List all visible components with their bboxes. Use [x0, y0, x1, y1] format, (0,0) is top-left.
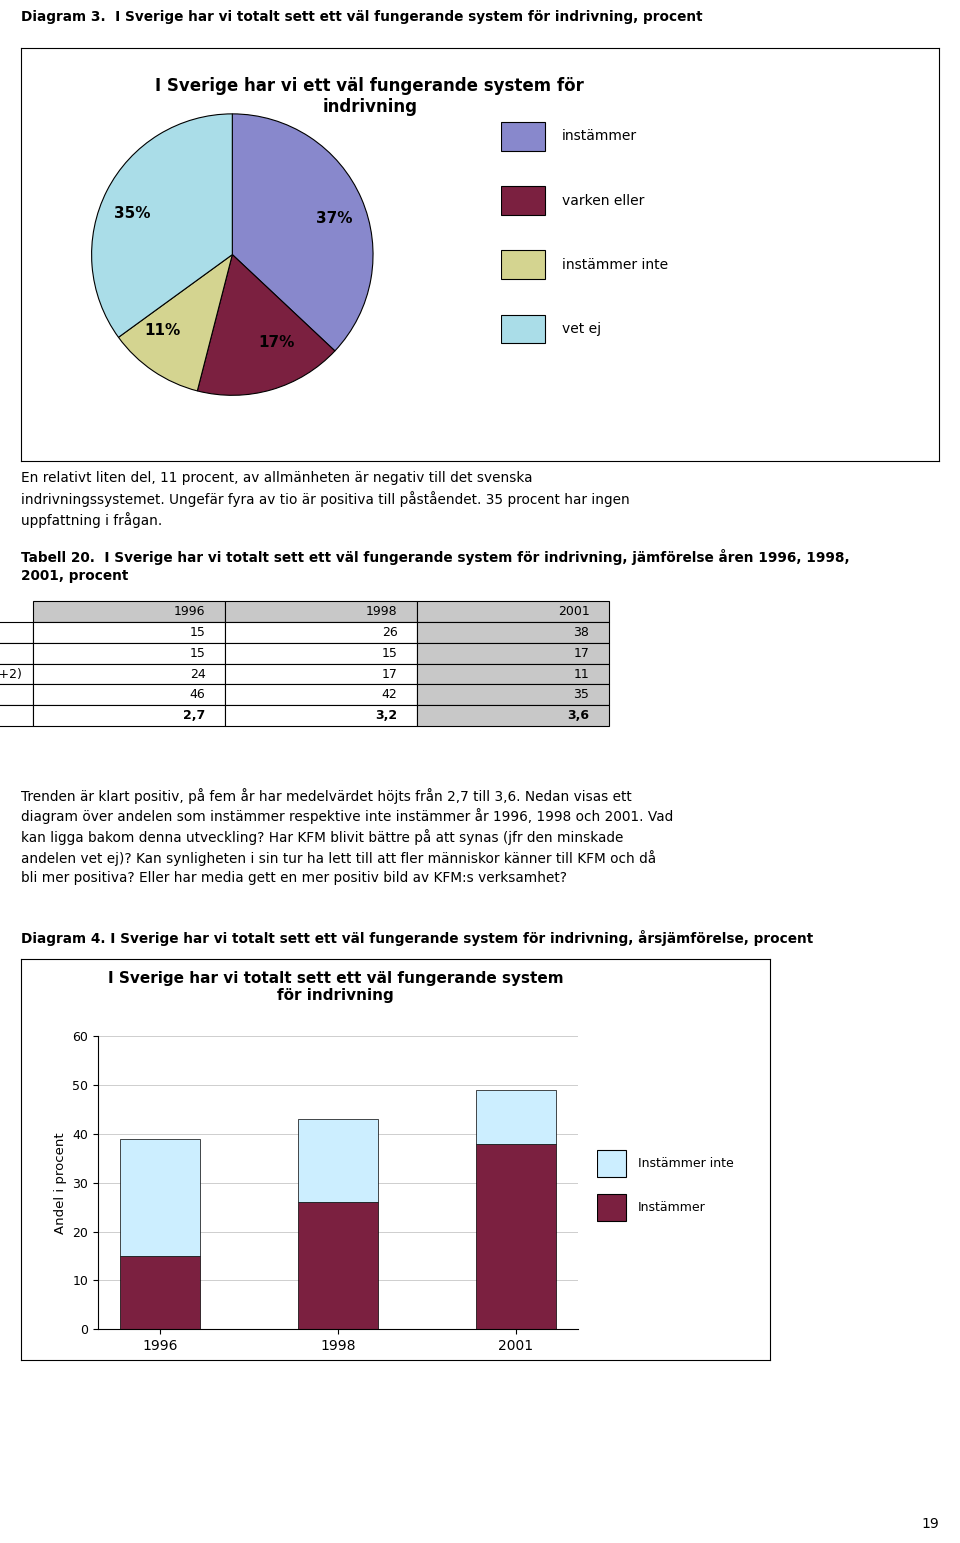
Text: Diagram 3.  I Sverige har vi totalt sett ett väl fungerande system för indrivnin: Diagram 3. I Sverige har vi totalt sett …	[21, 9, 703, 25]
Bar	[597, 1194, 627, 1221]
Wedge shape	[91, 114, 232, 338]
Bar	[476, 1143, 556, 1330]
Text: diagram över andelen som instämmer respektive inte instämmer år 1996, 1998 och 2: diagram över andelen som instämmer respe…	[21, 809, 673, 824]
Text: bli mer positiva? Eller har media gett en mer positiv bild av KFM:s verksamhet?: bli mer positiva? Eller har media gett e…	[21, 870, 567, 886]
Bar	[501, 315, 544, 344]
Text: vet ej: vet ej	[562, 322, 601, 336]
Bar	[298, 1202, 378, 1330]
Y-axis label: Andel i procent: Andel i procent	[54, 1133, 66, 1233]
Text: 2001, procent: 2001, procent	[21, 569, 129, 583]
Text: 11%: 11%	[145, 322, 180, 338]
Wedge shape	[232, 114, 373, 350]
Bar	[298, 1119, 378, 1202]
Text: kan ligga bakom denna utveckling? Har KFM blivit bättre på att synas (jfr den mi: kan ligga bakom denna utveckling? Har KF…	[21, 830, 623, 846]
Bar	[501, 122, 544, 151]
Text: 17%: 17%	[258, 335, 294, 350]
Text: 35%: 35%	[114, 205, 151, 221]
Bar	[501, 187, 544, 214]
Text: Diagram 4. I Sverige har vi totalt sett ett väl fungerande system för indrivning: Diagram 4. I Sverige har vi totalt sett …	[21, 930, 813, 946]
Text: 37%: 37%	[316, 211, 352, 225]
Bar	[120, 1139, 200, 1256]
Bar	[501, 250, 544, 279]
Text: andelen vet ej)? Kan synligheten i sin tur ha lett till att fler människor känne: andelen vet ej)? Kan synligheten i sin t…	[21, 850, 657, 866]
Text: I Sverige har vi totalt sett ett väl fungerande system
för indrivning: I Sverige har vi totalt sett ett väl fun…	[108, 971, 564, 1003]
Text: Instämmer: Instämmer	[638, 1200, 706, 1213]
Text: uppfattning i frågan.: uppfattning i frågan.	[21, 512, 162, 528]
Wedge shape	[118, 255, 232, 390]
Text: I Sverige har vi ett väl fungerande system för
indrivning: I Sverige har vi ett väl fungerande syst…	[156, 77, 585, 116]
Text: instämmer inte: instämmer inte	[562, 258, 668, 272]
Wedge shape	[198, 255, 335, 395]
Text: En relativt liten del, 11 procent, av allmänheten är negativ till det svenska: En relativt liten del, 11 procent, av al…	[21, 471, 533, 485]
Bar	[476, 1089, 556, 1143]
Text: Instämmer inte: Instämmer inte	[638, 1157, 733, 1170]
Bar	[597, 1151, 627, 1177]
Text: indrivningssystemet. Ungefär fyra av tio är positiva till påståendet. 35 procent: indrivningssystemet. Ungefär fyra av tio…	[21, 491, 630, 508]
Bar	[120, 1256, 200, 1330]
Text: 19: 19	[922, 1517, 939, 1531]
Text: Tabell 20.  I Sverige har vi totalt sett ett väl fungerande system för indrivnin: Tabell 20. I Sverige har vi totalt sett …	[21, 549, 850, 565]
Text: varken eller: varken eller	[562, 194, 644, 208]
Text: instämmer: instämmer	[562, 130, 636, 143]
Text: Trenden är klart positiv, på fem år har medelvärdet höjts från 2,7 till 3,6. Ned: Trenden är klart positiv, på fem år har …	[21, 788, 632, 804]
